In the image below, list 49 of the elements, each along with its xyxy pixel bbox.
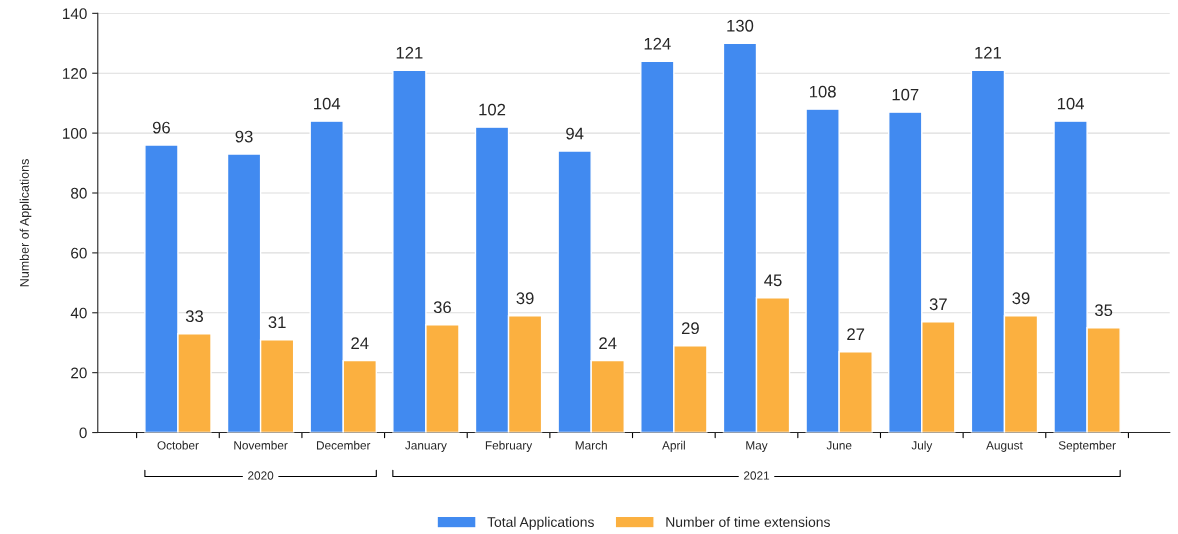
data-label: 35 [1095,304,1113,317]
x-tick-label: February [485,440,533,452]
x-tick-label: September [1058,440,1116,452]
data-label: 36 [433,301,451,314]
data-label: 45 [764,274,782,287]
y-tick-label: 80 [71,187,87,199]
x-tick-label: March [575,440,607,450]
x-tick-label: November [234,440,288,450]
y-tick-label: 120 [63,68,87,79]
data-label: 24 [599,337,617,349]
data-label: 121 [975,46,1002,59]
text: 2021 [743,471,770,480]
x-tick-label: June [826,441,852,450]
data-label: 130 [727,19,754,32]
y-tick-label: 140 [63,8,87,20]
y-tick-label: 20 [71,367,87,379]
y-tick-label: 0 [79,427,87,439]
data-label: 39 [516,292,534,305]
x-tick-label: April [662,440,685,452]
x-tick-label: January [405,441,447,452]
x-tick-label: July [911,440,933,452]
x-tick-label: October [157,440,199,450]
data-label: 107 [892,88,919,101]
legend-label: Total Applications [487,516,594,530]
y-tick-label: 40 [70,307,87,319]
text: 2020 [248,471,274,480]
data-label: 104 [1057,97,1084,110]
data-label: 29 [681,322,699,335]
data-label: 96 [152,121,170,134]
x-tick-label: May [746,441,768,452]
y-tick-label: 60 [71,247,87,259]
x-tick-label: December [316,440,371,450]
y-tick-label: 100 [63,127,87,139]
data-label: 31 [268,316,286,329]
legend-label: Number of time extensions [666,516,830,527]
data-label: 93 [235,130,253,143]
data-label: 33 [185,310,204,323]
data-label: 121 [396,46,423,59]
y-axis-title: Number of Applications [19,159,32,287]
data-label: 24 [351,337,369,349]
data-label: 27 [847,328,865,340]
data-label: 102 [479,103,506,116]
data-label: 39 [1012,292,1030,305]
x-tick-label: August [986,441,1023,452]
data-label: 37 [929,298,947,311]
data-label: 104 [314,97,341,110]
data-label: 108 [809,85,836,98]
data-label: 94 [566,127,584,140]
data-label: 124 [644,37,671,50]
